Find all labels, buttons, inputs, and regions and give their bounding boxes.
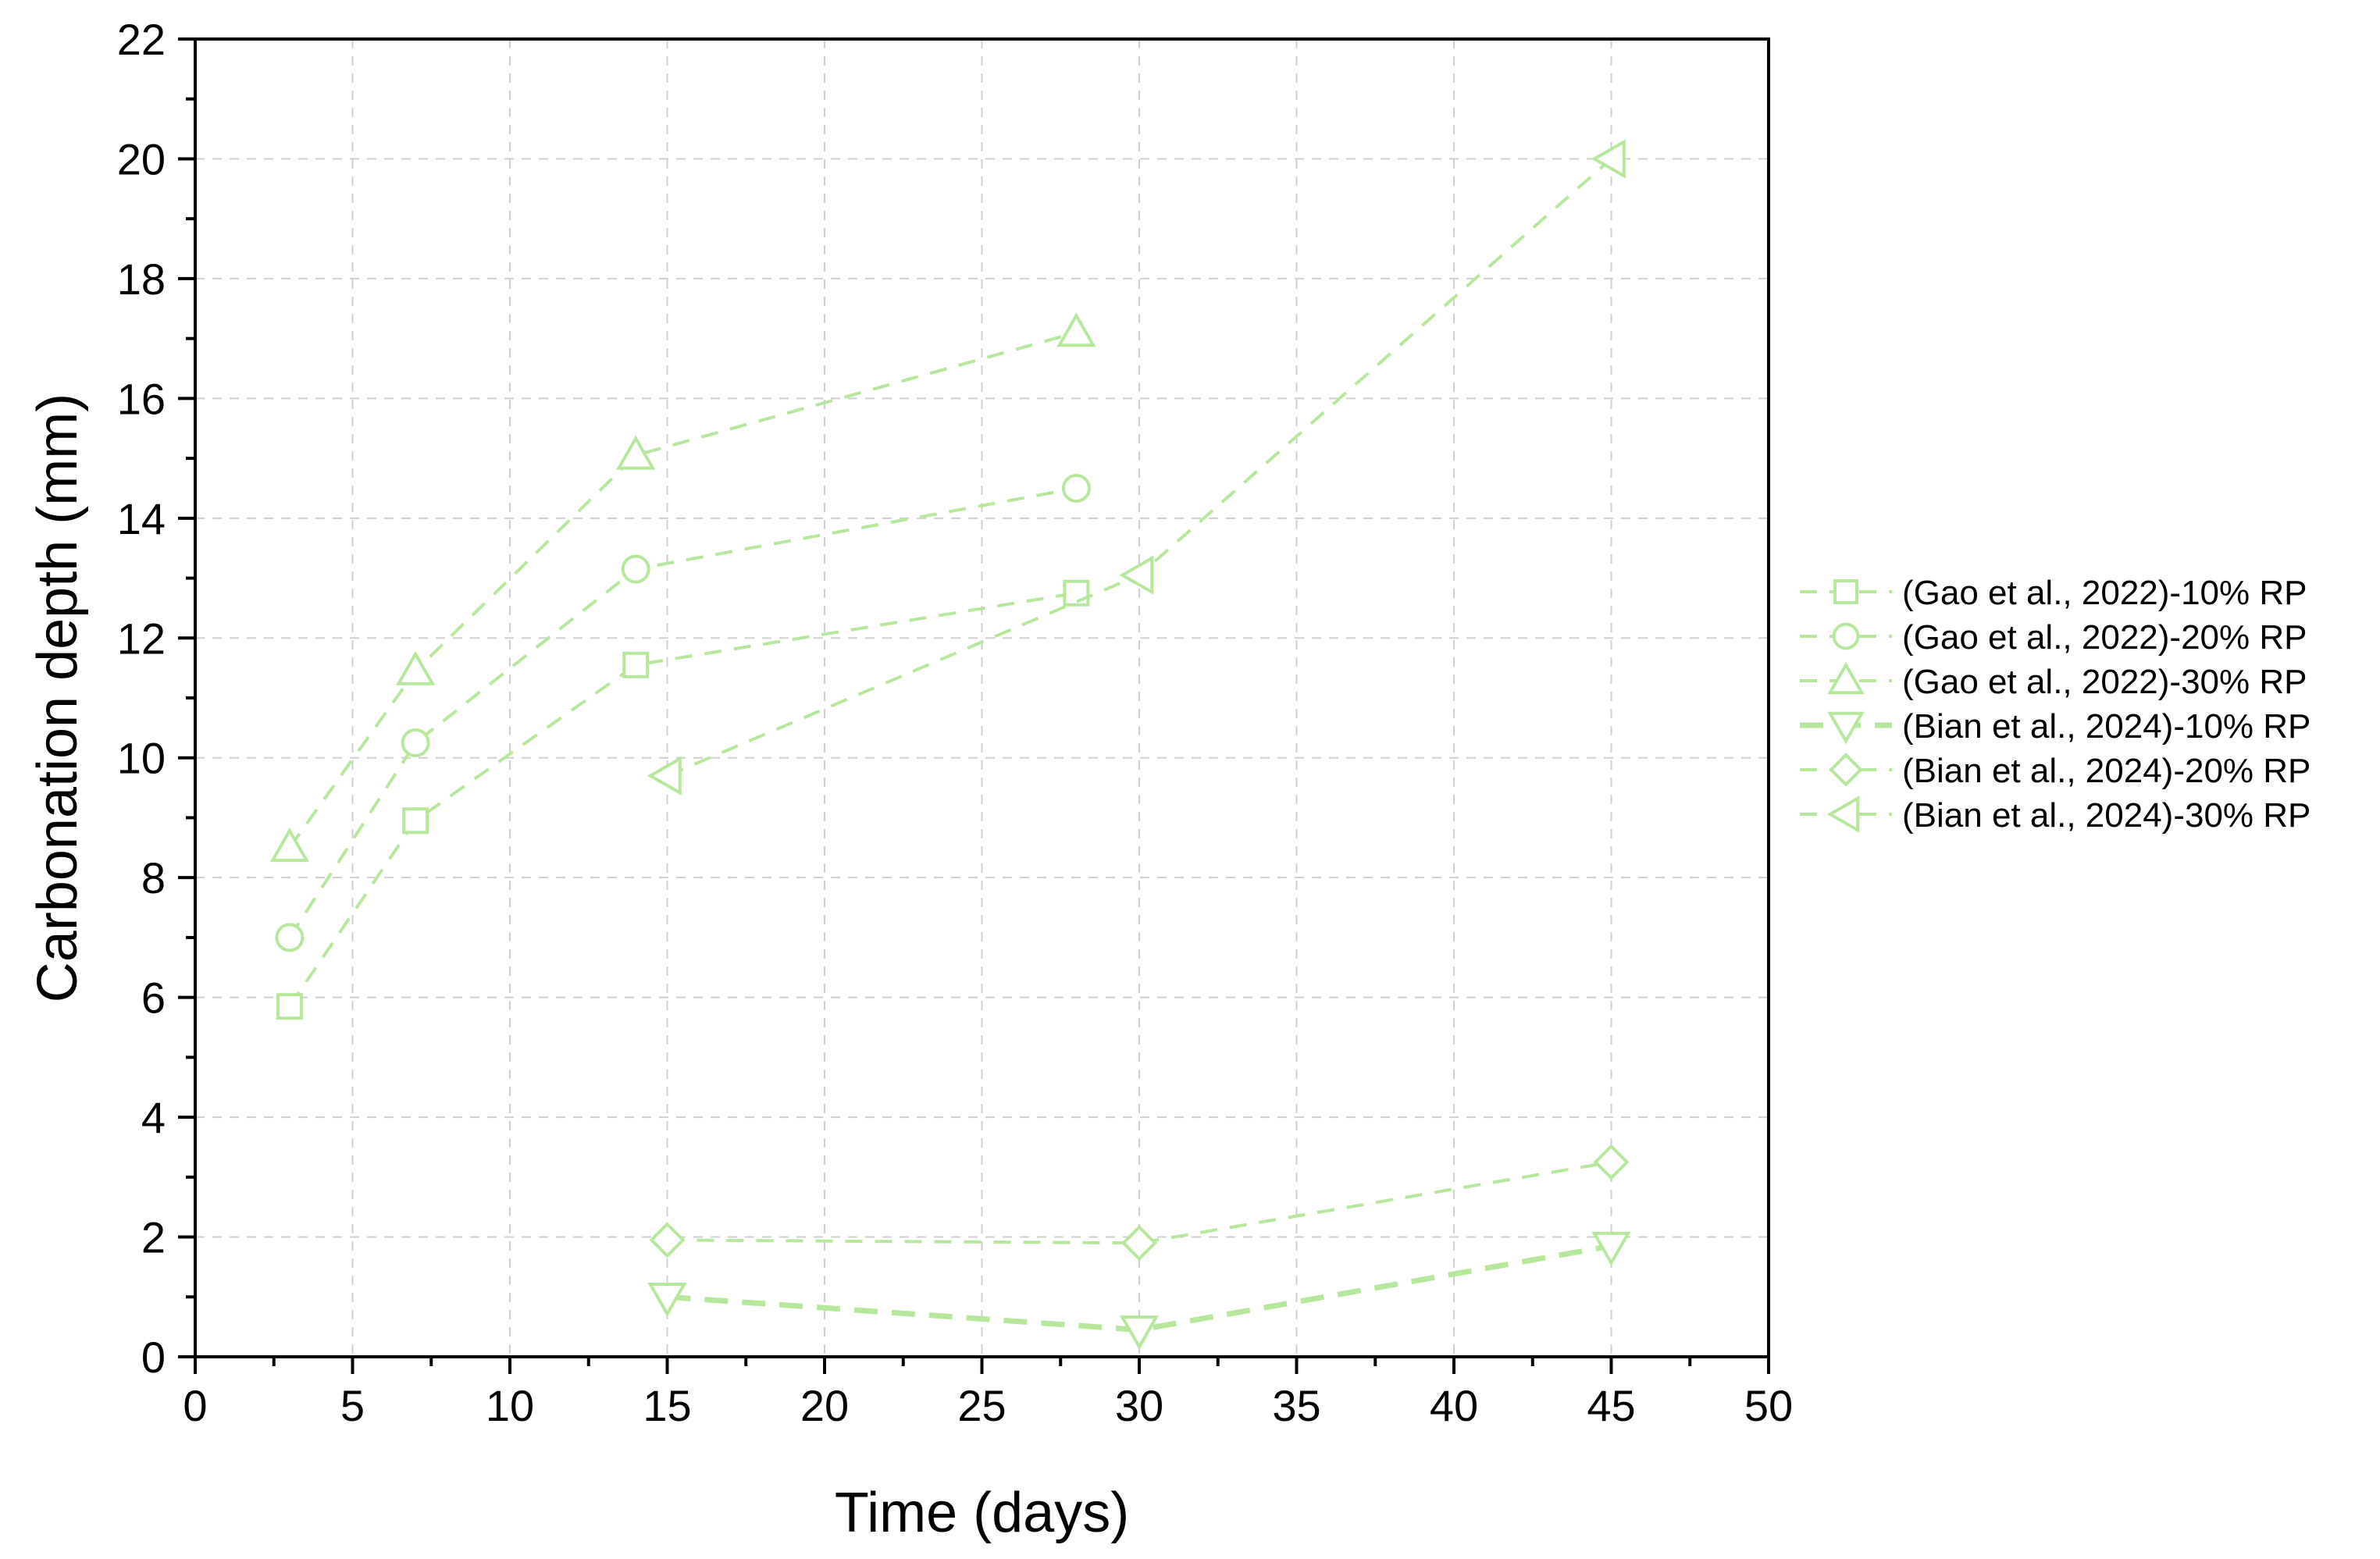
data-point (616, 435, 656, 470)
grid-layer (195, 39, 1769, 1357)
y-tick-label: 20 (117, 134, 166, 183)
series-2 (275, 473, 1091, 952)
legend-marker (1827, 661, 1865, 695)
data-point (1593, 1144, 1630, 1180)
y-tick-label: 12 (117, 614, 166, 663)
y-tick-label: 4 (141, 1093, 166, 1142)
x-tick-label: 35 (1272, 1381, 1320, 1430)
data-point (1119, 1315, 1160, 1351)
data-point (275, 923, 305, 952)
legend-item: (Bian et al., 2024)-10% RP (1800, 707, 2311, 746)
series-4 (647, 1231, 1631, 1351)
data-point (647, 756, 682, 796)
x-tick-label: 10 (486, 1381, 534, 1430)
legend-marker (1829, 753, 1863, 787)
data-point (276, 993, 303, 1020)
x-axis-title: Time (days) (835, 1482, 1129, 1544)
x-tick-label: 20 (800, 1381, 849, 1430)
data-point (1591, 1231, 1631, 1266)
y-tick-label: 16 (117, 374, 166, 423)
legend-label: (Bian et al., 2024)-30% RP (1902, 796, 2311, 835)
legend-label: (Gao et al., 2022)-20% RP (1902, 618, 2307, 657)
y-tick-label: 10 (117, 734, 166, 783)
x-tick-label: 15 (643, 1381, 691, 1430)
legend-marker (1832, 622, 1860, 650)
legend-item: (Gao et al., 2022)-20% RP (1800, 618, 2307, 657)
data-point (395, 650, 436, 685)
series-line (288, 486, 1077, 938)
data-point (1119, 555, 1154, 595)
series-layer (269, 139, 1631, 1351)
series-1 (276, 579, 1090, 1020)
data-point (622, 651, 650, 678)
data-point (1121, 1225, 1158, 1262)
y-tick-label: 18 (117, 254, 166, 304)
y-tick-label: 14 (117, 494, 166, 543)
data-point (1061, 473, 1091, 503)
y-tick-label: 8 (141, 853, 166, 902)
series-5 (649, 1144, 1630, 1262)
series-line (288, 591, 1077, 1008)
series-line (667, 1160, 1612, 1245)
x-tick-label: 50 (1744, 1381, 1793, 1430)
axes-layer: 0 5 10 15 20 25 30 35 40 45 50 0 2 4 6 8 10 12 14 16 18 20 22 (117, 15, 1793, 1430)
data-point (401, 728, 430, 758)
data-point (1056, 312, 1096, 347)
legend-item: (Gao et al., 2022)-10% RP (1800, 574, 2307, 612)
legend-label: (Bian et al., 2024)-20% RP (1902, 752, 2311, 790)
legend-label: (Gao et al., 2022)-10% RP (1902, 574, 2307, 612)
y-tick-label: 6 (141, 973, 166, 1023)
x-tick-label: 25 (957, 1381, 1006, 1430)
legend-label: (Gao et al., 2022)-30% RP (1902, 663, 2307, 701)
y-tick-label: 2 (141, 1213, 166, 1262)
series-3 (269, 312, 1096, 863)
data-point (621, 554, 650, 584)
x-tick-label: 30 (1115, 1381, 1163, 1430)
y-tick-label: 22 (117, 15, 166, 64)
legend-marker (1826, 796, 1860, 833)
y-tick-label: 0 (141, 1333, 166, 1382)
data-point (269, 828, 310, 863)
series-line (288, 331, 1077, 849)
legend-label: (Bian et al., 2024)-10% RP (1902, 707, 2311, 746)
x-tick-label: 45 (1587, 1381, 1635, 1430)
series-6 (647, 139, 1626, 796)
legend-marker (1827, 711, 1865, 745)
legend-item: (Bian et al., 2024)-20% RP (1800, 752, 2311, 790)
legend-item: (Bian et al., 2024)-30% RP (1800, 796, 2311, 835)
data-point (1591, 139, 1626, 179)
data-point (649, 1222, 686, 1258)
x-tick-label: 40 (1430, 1381, 1478, 1430)
legend-item: (Gao et al., 2022)-30% RP (1800, 661, 2307, 701)
legend: (Gao et al., 2022)-10% RP (Gao et al., 20… (1800, 574, 2311, 835)
data-point (1063, 579, 1090, 607)
x-tick-label: 0 (183, 1381, 207, 1430)
legend-marker (1833, 579, 1858, 604)
y-axis-title: Carbonation depth (mm) (27, 393, 89, 1002)
data-point (402, 807, 429, 835)
data-point (647, 1282, 687, 1318)
x-tick-label: 5 (340, 1381, 365, 1430)
